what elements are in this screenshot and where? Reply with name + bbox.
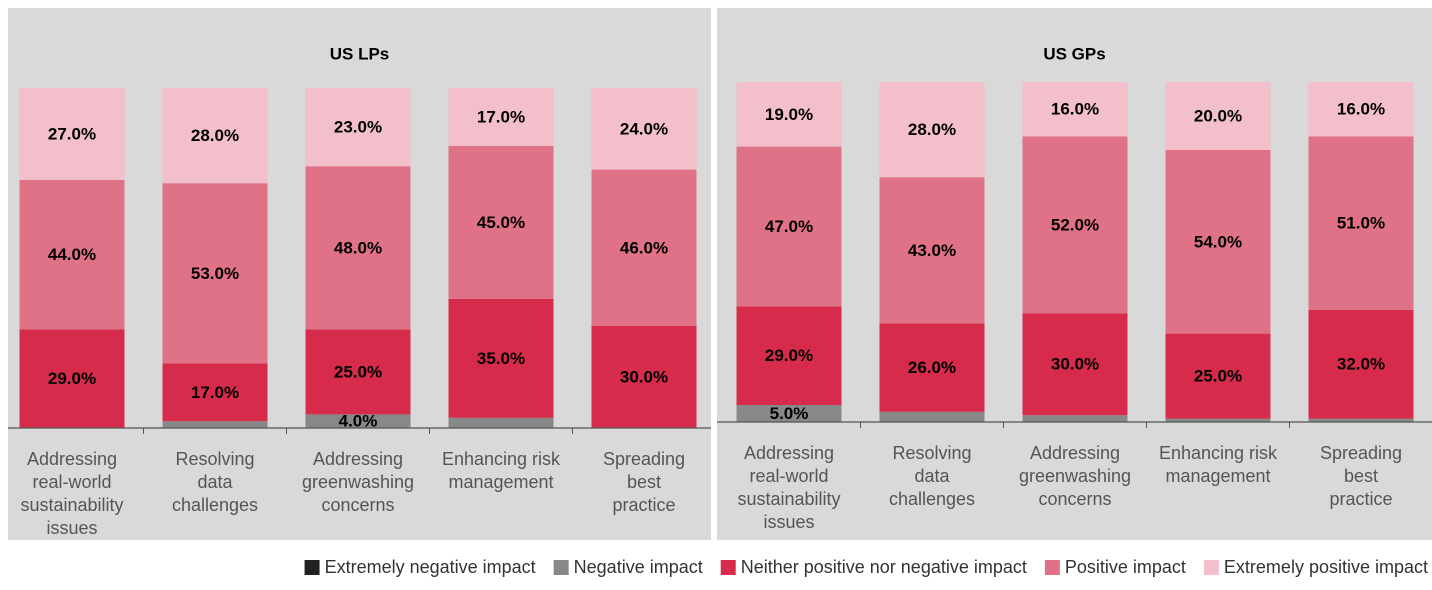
bar-segment <box>1022 82 1128 137</box>
bar-segment <box>879 411 985 422</box>
value-label: 16.0% <box>1337 100 1385 119</box>
value-label: 51.0% <box>1337 214 1385 233</box>
bar-segment <box>1022 136 1128 314</box>
value-label: 28.0% <box>908 120 956 139</box>
bar-segment <box>591 326 697 428</box>
legend-label: Neither positive nor negative impact <box>741 557 1027 577</box>
bar-segment <box>1308 418 1414 422</box>
bar-segment <box>162 183 268 364</box>
bar-segment <box>736 405 842 422</box>
legend-label: Extremely negative impact <box>325 557 536 577</box>
x-tick-label: Addressing real-world sustainability issues <box>20 449 123 538</box>
x-tick-label: Spreading best practice <box>603 449 685 515</box>
x-tick-label: Spreading best practice <box>1320 443 1402 509</box>
legend-label: Negative impact <box>574 557 703 577</box>
bar-segment <box>448 298 554 418</box>
value-label: 17.0% <box>191 383 239 402</box>
bar-segment <box>736 146 842 307</box>
value-label: 47.0% <box>765 217 813 236</box>
chart-title: US LPs <box>330 44 390 63</box>
value-label: 48.0% <box>334 238 382 257</box>
bar-segment <box>1308 136 1414 310</box>
x-tick-label: Addressing greenwashing concerns <box>1019 443 1131 509</box>
bar-segment <box>879 177 985 324</box>
bar-segment <box>1022 313 1128 416</box>
value-label: 16.0% <box>1051 100 1099 119</box>
value-label: 23.0% <box>334 118 382 137</box>
x-tick-label: Enhancing risk management <box>1159 443 1278 486</box>
bar-segment <box>162 421 268 428</box>
value-label: 20.0% <box>1194 106 1242 125</box>
x-tick-label: Addressing greenwashing concerns <box>302 449 414 515</box>
bar-segment <box>591 169 697 326</box>
bar-segment <box>162 363 268 422</box>
bar-segment <box>1165 418 1271 422</box>
bar-segment <box>305 329 411 415</box>
bar-segment <box>19 179 125 330</box>
value-label: 32.0% <box>1337 355 1385 374</box>
bar-segment <box>879 323 985 412</box>
x-tick-label: Enhancing risk management <box>442 449 561 492</box>
legend-label: Positive impact <box>1065 557 1186 577</box>
bar-segment <box>1022 415 1128 422</box>
value-label: 53.0% <box>191 264 239 283</box>
bar-segment <box>305 166 411 330</box>
value-label: 27.0% <box>48 124 96 143</box>
bar-segment <box>448 88 554 146</box>
value-label: 17.0% <box>477 107 525 126</box>
legend-swatch <box>1203 560 1219 575</box>
value-label: 4.0% <box>339 412 378 431</box>
value-label: 25.0% <box>1194 367 1242 386</box>
bar-segment <box>162 88 268 184</box>
bar-segment <box>736 306 842 405</box>
x-tick-label: Resolving data challenges <box>889 443 975 509</box>
value-label: 5.0% <box>770 404 809 423</box>
legend-swatch <box>553 560 569 575</box>
chart-title: US GPs <box>1043 44 1105 63</box>
value-label: 45.0% <box>477 213 525 232</box>
bar-segment <box>1165 82 1271 150</box>
value-label: 30.0% <box>620 367 668 386</box>
value-label: 28.0% <box>191 126 239 145</box>
bar-segment <box>305 414 411 428</box>
legend-swatch <box>304 560 320 575</box>
value-label: 46.0% <box>620 238 668 257</box>
value-label: 43.0% <box>908 241 956 260</box>
legend-swatch <box>720 560 736 575</box>
value-label: 29.0% <box>48 369 96 388</box>
bar-segment <box>19 88 125 180</box>
value-label: 26.0% <box>908 358 956 377</box>
value-label: 30.0% <box>1051 355 1099 374</box>
value-label: 35.0% <box>477 349 525 368</box>
bar-segment <box>736 82 842 147</box>
bar-segment <box>879 82 985 178</box>
value-label: 19.0% <box>765 105 813 124</box>
value-label: 24.0% <box>620 119 668 138</box>
value-label: 52.0% <box>1051 215 1099 234</box>
bar-segment <box>1165 150 1271 334</box>
bar-segment <box>305 88 411 167</box>
x-tick-label: Resolving data challenges <box>172 449 258 515</box>
bar-segment <box>448 417 554 428</box>
bar-segment <box>1308 82 1414 137</box>
value-label: 29.0% <box>765 346 813 365</box>
legend: Extremely negative impact Negative impact… <box>304 557 1428 577</box>
bar-segment <box>448 145 554 299</box>
bar-segment <box>591 88 697 170</box>
value-label: 44.0% <box>48 245 96 264</box>
bar-segment <box>1165 333 1271 419</box>
value-label: 25.0% <box>334 362 382 381</box>
bar-segment <box>1308 309 1414 419</box>
bar-segment <box>19 329 125 428</box>
legend-label: Extremely positive impact <box>1224 557 1428 577</box>
value-label: 54.0% <box>1194 232 1242 251</box>
legend-swatch <box>1044 560 1060 575</box>
x-tick-label: Addressing real-world sustainability issues <box>737 443 840 532</box>
